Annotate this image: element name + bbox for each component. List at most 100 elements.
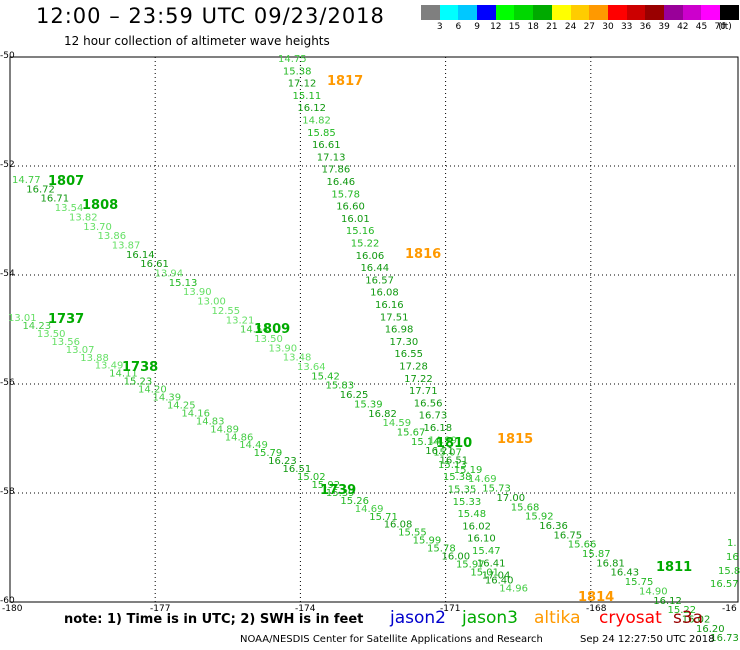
pass-label: 1737 (48, 312, 84, 327)
scale-label: 18 (527, 22, 539, 32)
scale-swatch (551, 5, 571, 20)
pass-label: 1810 (436, 436, 472, 451)
pass-label: 1815 (497, 432, 533, 447)
jason3-lower-track-value: 14.96 (499, 583, 528, 594)
scale-swatch (458, 5, 478, 20)
edge-track-value: 16 (726, 552, 739, 563)
jason3-lower-track-value: 15.02 (297, 472, 326, 483)
altika-track-value: 14.75 (278, 54, 307, 65)
map-title: 12:00 – 23:59 UTC 09/23/2018 (36, 4, 385, 28)
altika-track-value: 15.22 (351, 239, 380, 250)
jason3-lower-track-value: 14.16 (181, 408, 210, 419)
jason3-track-value: 13.90 (269, 343, 298, 354)
jason3-track-value: 13.90 (183, 287, 212, 298)
jason3-track-value: 15.42 (311, 371, 340, 382)
pass-label: 1811 (656, 560, 692, 575)
jason3-track-value: 13.64 (297, 362, 326, 373)
jason3-track-value: 16.02 (682, 614, 711, 625)
longitude-label: -177 (150, 604, 171, 614)
units-note: note: 1) Time is in UTC; 2) SWH is in fe… (64, 612, 364, 627)
jason3-lower-track-value: 14.23 (22, 321, 51, 332)
scale-swatch (701, 5, 720, 20)
altika-track-value: 16.98 (385, 325, 414, 336)
jason3-track-value: 15.13 (169, 278, 198, 289)
edge-track-value: 16.57 (710, 579, 739, 590)
jason3-track-value: 15.66 (568, 540, 597, 551)
jason3-track-value: 15.14 (411, 437, 440, 448)
scale-swatch (589, 5, 608, 20)
scale-label: 30 (602, 22, 614, 32)
altika-track-value: 17.04 (482, 571, 511, 582)
altika-track-value: 16.10 (467, 534, 496, 545)
generation-timestamp: Sep 24 12:27:50 UTC 2018 (580, 634, 715, 645)
jason3-lower-track-value: 15.55 (398, 528, 427, 539)
scale-label: 27 (583, 22, 596, 32)
jason3-track-value: 14.90 (639, 586, 668, 597)
scale-label: 15 (508, 22, 521, 32)
jason3-track-value: 15.39 (354, 399, 383, 410)
jason3-lower-track-value: 15.39 (326, 488, 355, 499)
scale-label: 9 (474, 22, 480, 32)
altika-track-value: 17.13 (317, 152, 346, 163)
scale-swatch (682, 5, 702, 20)
jason3-track-value: 15.67 (397, 427, 426, 438)
altika-track-value: 16.56 (414, 398, 443, 409)
agency-credit: NOAA/NESDIS Center for Satellite Applica… (240, 634, 543, 645)
jason3-lower-track-value: 14.89 (210, 424, 239, 435)
jason3-track-value: 16.71 (41, 194, 70, 205)
scale-swatch (477, 5, 496, 20)
jason3-lower-track-value: 16.00 (442, 552, 471, 563)
altika-track-value: 15.78 (331, 189, 360, 200)
jason3-track-value: 15.22 (668, 605, 697, 616)
jason3-track-value: 15.68 (511, 502, 540, 513)
latitude-label: -54 (0, 269, 15, 279)
jason3-lower-track-value: 14.20 (138, 385, 167, 396)
altika-track-value: 17.12 (288, 79, 317, 90)
jason3-track-value: 13.54 (55, 203, 84, 214)
altika-track-value: 16.73 (419, 411, 448, 422)
scale-label: 70 (714, 22, 726, 32)
jason3-track-value: 16.75 (554, 530, 583, 541)
jason3-track-value: 13.87 (112, 240, 141, 251)
edge-track-value: 1. (727, 538, 737, 549)
map-grid (9, 56, 739, 603)
legend-s3a: s3a (673, 608, 704, 628)
jason3-lower-track-value: 13.01 (8, 313, 37, 324)
latitude-label: -50 (0, 51, 15, 61)
scale-swatch (514, 5, 534, 20)
jason3-lower-track-value: 14.39 (153, 393, 182, 404)
jason3-track-value: 13.94 (155, 269, 184, 280)
jason3-track-value: 13.50 (254, 334, 283, 345)
altika-track-value: 17.22 (404, 374, 433, 385)
satellite-tracks: 14.7515.3817.1215.1116.1214.8215.8516.61… (8, 54, 740, 644)
longitude-label: -180 (2, 604, 23, 614)
latitude-label: -56 (0, 378, 15, 388)
altika-track-value: 16.01 (341, 214, 370, 225)
jason3-track-value: 15.87 (582, 549, 611, 560)
jason3-lower-track-value: 16.08 (384, 520, 413, 531)
scale-swatch (645, 5, 664, 20)
jason3-track-value: 16.43 (611, 568, 640, 579)
altika-track-value: 15.85 (307, 128, 336, 139)
scale-label: 24 (564, 22, 577, 32)
altika-track-value: 16.02 (462, 521, 491, 532)
color-scale-bar (421, 5, 739, 21)
scale-swatch (626, 5, 646, 20)
pass-label: 1807 (48, 174, 84, 189)
jason3-lower-track-value: 16.40 (485, 575, 514, 586)
pass-label: 1809 (254, 322, 290, 337)
altika-track-value: 17.51 (380, 312, 409, 323)
jason3-track-value: 15.83 (326, 381, 355, 392)
altika-track-value: 17.71 (409, 386, 438, 397)
altika-track-value: 15.38 (283, 66, 312, 77)
scale-swatch (421, 5, 440, 20)
scale-label: 21 (546, 22, 558, 32)
legend-jason3: jason3 (462, 608, 518, 628)
altika-track-value: 15.11 (293, 91, 322, 102)
latitude-label: -60 (0, 596, 15, 606)
jason3-track-value: 16.25 (340, 390, 369, 401)
jason3-lower-track-value: 14.11 (109, 369, 138, 380)
jason3-lower-track-value: 16.23 (268, 456, 297, 467)
scale-label: 12 (490, 22, 502, 32)
